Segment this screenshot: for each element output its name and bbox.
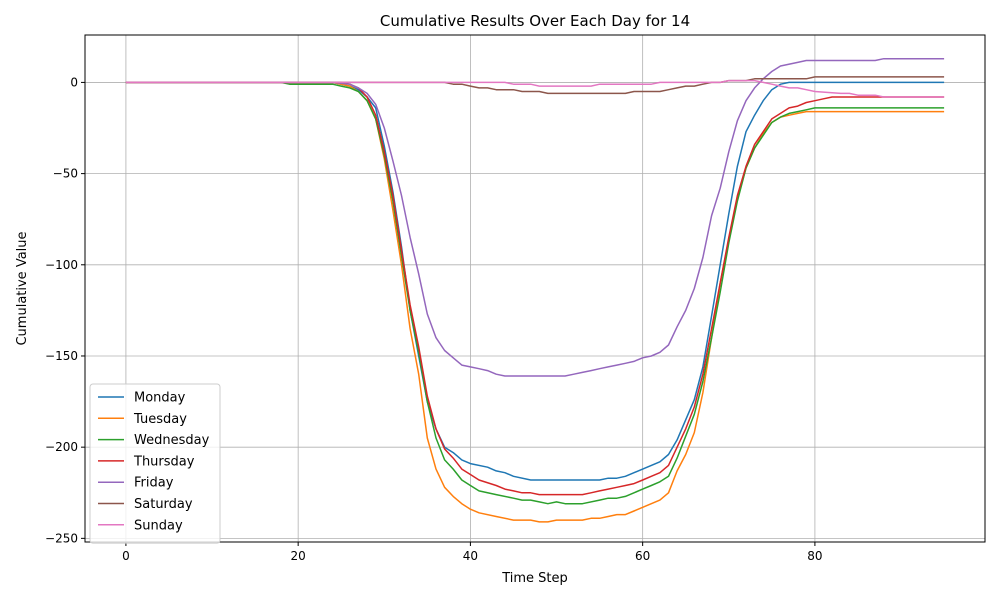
y-axis-label: Cumulative Value — [15, 231, 30, 345]
series-line-sunday — [125, 79, 945, 98]
x-tick-label: 40 — [463, 549, 478, 563]
y-tick-label: −150 — [45, 349, 78, 363]
chart-title: Cumulative Results Over Each Day for 14 — [380, 12, 690, 30]
legend-entry-thursday: Thursday — [133, 454, 195, 469]
legend-entry-sunday: Sunday — [134, 518, 183, 533]
plot-area-frame — [84, 34, 986, 543]
y-tick-label: −100 — [45, 258, 78, 272]
x-axis-label: Time Step — [501, 571, 568, 586]
y-tick-label: −250 — [45, 531, 78, 545]
x-tick-label: 0 — [122, 549, 130, 563]
legend-entry-friday: Friday — [134, 476, 174, 491]
series-line-friday — [125, 57, 945, 377]
y-tick-label: 0 — [70, 75, 78, 89]
y-tick-label: −50 — [53, 167, 78, 181]
legend-entry-wednesday: Wednesday — [134, 433, 210, 448]
legend-entry-tuesday: Tuesday — [133, 412, 187, 427]
series-lines — [125, 57, 945, 523]
series-line-wednesday — [125, 81, 945, 505]
axis-ticks: 0 20 40 60 80 0 −50 −100 −150 −200 −250 — [45, 75, 823, 563]
x-tick-label: 20 — [291, 549, 306, 563]
x-tick-label: 60 — [635, 549, 650, 563]
y-tick-label: −200 — [45, 440, 78, 454]
legend: Monday Tuesday Wednesday Thursday Friday Satu… — [89, 383, 221, 544]
legend-entry-saturday: Saturday — [134, 497, 193, 512]
series-line-monday — [125, 81, 945, 481]
legend-entry-monday: Monday — [134, 391, 186, 406]
series-line-thursday — [125, 81, 945, 496]
series-line-tuesday — [125, 81, 945, 523]
x-tick-label: 80 — [807, 549, 822, 563]
